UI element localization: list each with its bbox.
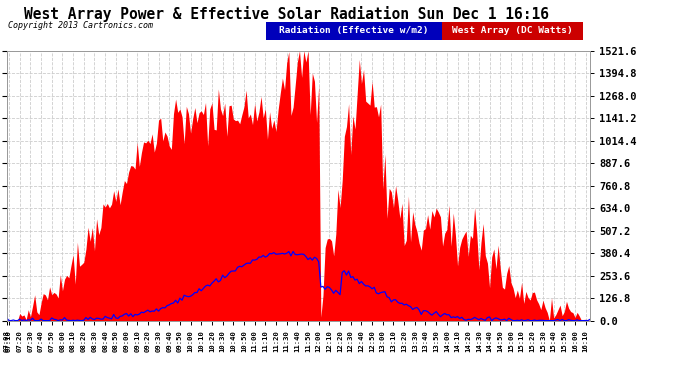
Text: Copyright 2013 Cartronics.com: Copyright 2013 Cartronics.com [8, 21, 153, 30]
Text: Radiation (Effective w/m2): Radiation (Effective w/m2) [279, 26, 428, 35]
Text: West Array Power & Effective Solar Radiation Sun Dec 1 16:16: West Array Power & Effective Solar Radia… [24, 6, 549, 22]
Text: West Array (DC Watts): West Array (DC Watts) [452, 26, 573, 35]
